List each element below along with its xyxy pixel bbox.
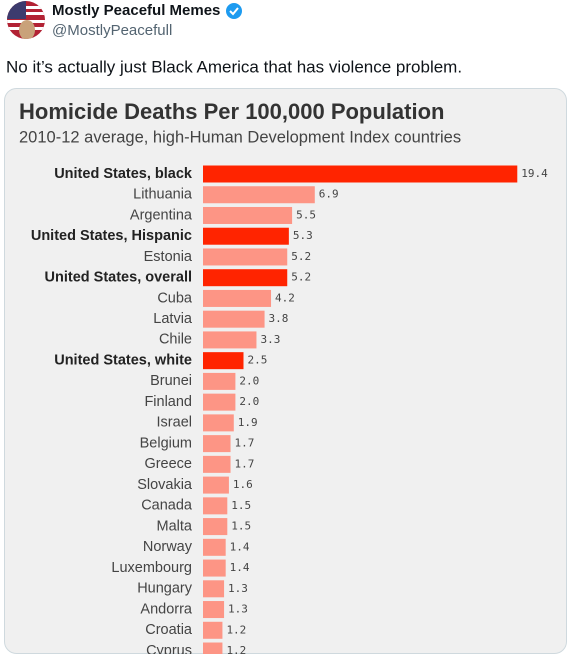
chart-title: Homicide Deaths Per 100,000 Population (19, 99, 444, 124)
category-label: Brunei (150, 373, 192, 389)
category-label: Cyprus (146, 643, 192, 658)
value-label: 5.5 (296, 208, 316, 221)
bar (203, 621, 223, 639)
bar (203, 186, 315, 204)
category-label: United States, white (54, 352, 192, 368)
category-label: Israel (157, 415, 192, 431)
category-label: Argentina (130, 207, 193, 223)
value-label: 5.2 (291, 271, 311, 284)
bar (203, 227, 289, 245)
value-label: 4.2 (275, 291, 295, 304)
value-label: 6.9 (319, 188, 339, 201)
value-label: 1.3 (228, 603, 248, 616)
bar (203, 414, 234, 432)
value-label: 1.7 (235, 437, 255, 450)
category-label: Croatia (145, 622, 193, 638)
bar (203, 642, 223, 654)
value-label: 1.7 (235, 457, 255, 470)
category-label: Malta (157, 518, 193, 534)
bar (203, 248, 288, 266)
value-label: 2.0 (239, 395, 259, 408)
value-label: 1.2 (226, 623, 246, 636)
value-label: 1.3 (228, 582, 248, 595)
bar (203, 497, 228, 515)
category-label: Luxembourg (111, 560, 192, 576)
value-label: 5.2 (291, 250, 311, 263)
value-label: 1.4 (230, 561, 250, 574)
bar (203, 310, 265, 328)
chart-card[interactable]: Homicide Deaths Per 100,000 Population 2… (4, 88, 567, 658)
bar (203, 331, 257, 349)
bar (203, 538, 226, 556)
bar (203, 269, 288, 287)
value-label: 1.5 (231, 520, 251, 533)
bar (203, 289, 272, 307)
category-label: Chile (159, 332, 192, 348)
category-label: Canada (141, 498, 193, 514)
value-label: 2.0 (239, 374, 259, 387)
value-label: 2.5 (248, 354, 268, 367)
chart: Homicide Deaths Per 100,000 Population 2… (19, 99, 548, 658)
chart-subtitle: 2010-12 average, high-Human Development … (19, 128, 461, 146)
tweet-text: No it’s actually just Black America that… (6, 57, 462, 76)
bar (203, 601, 225, 619)
bar (203, 352, 244, 370)
category-label: United States, overall (45, 270, 192, 286)
category-label: Finland (144, 394, 192, 410)
value-label: 3.3 (260, 333, 280, 346)
bar (203, 476, 229, 494)
category-label: Cuba (157, 290, 193, 306)
bar (203, 206, 293, 224)
user-name[interactable]: Mostly Peaceful Memes (52, 2, 220, 19)
category-label: Greece (144, 456, 192, 472)
bar (203, 393, 236, 411)
bar (203, 372, 236, 390)
bar (203, 165, 518, 183)
avatar[interactable] (7, 1, 45, 40)
category-label: Andorra (140, 601, 193, 617)
category-label: Slovakia (137, 477, 193, 493)
value-label: 1.5 (231, 499, 251, 512)
value-label: 3.8 (269, 312, 289, 325)
category-label: Latvia (153, 311, 193, 327)
category-label: Hungary (137, 581, 193, 597)
bar (203, 518, 228, 536)
bar (203, 455, 231, 473)
category-label: United States, Hispanic (31, 228, 192, 244)
bar (203, 435, 231, 453)
value-label: 5.3 (293, 229, 313, 242)
category-label: Estonia (144, 249, 193, 265)
verified-badge (226, 3, 242, 19)
category-label: Belgium (140, 435, 192, 451)
category-label: Lithuania (133, 187, 193, 203)
category-label: United States, black (54, 166, 193, 182)
value-label: 1.4 (230, 540, 250, 553)
user-handle[interactable]: @MostlyPeacefull (52, 22, 172, 39)
value-label: 1.6 (233, 478, 253, 491)
value-label: 1.9 (238, 416, 258, 429)
category-label: Norway (143, 539, 193, 555)
bar (203, 559, 226, 577)
value-label: 19.4 (521, 167, 548, 180)
bar (203, 580, 225, 598)
value-label: 1.2 (226, 644, 246, 657)
